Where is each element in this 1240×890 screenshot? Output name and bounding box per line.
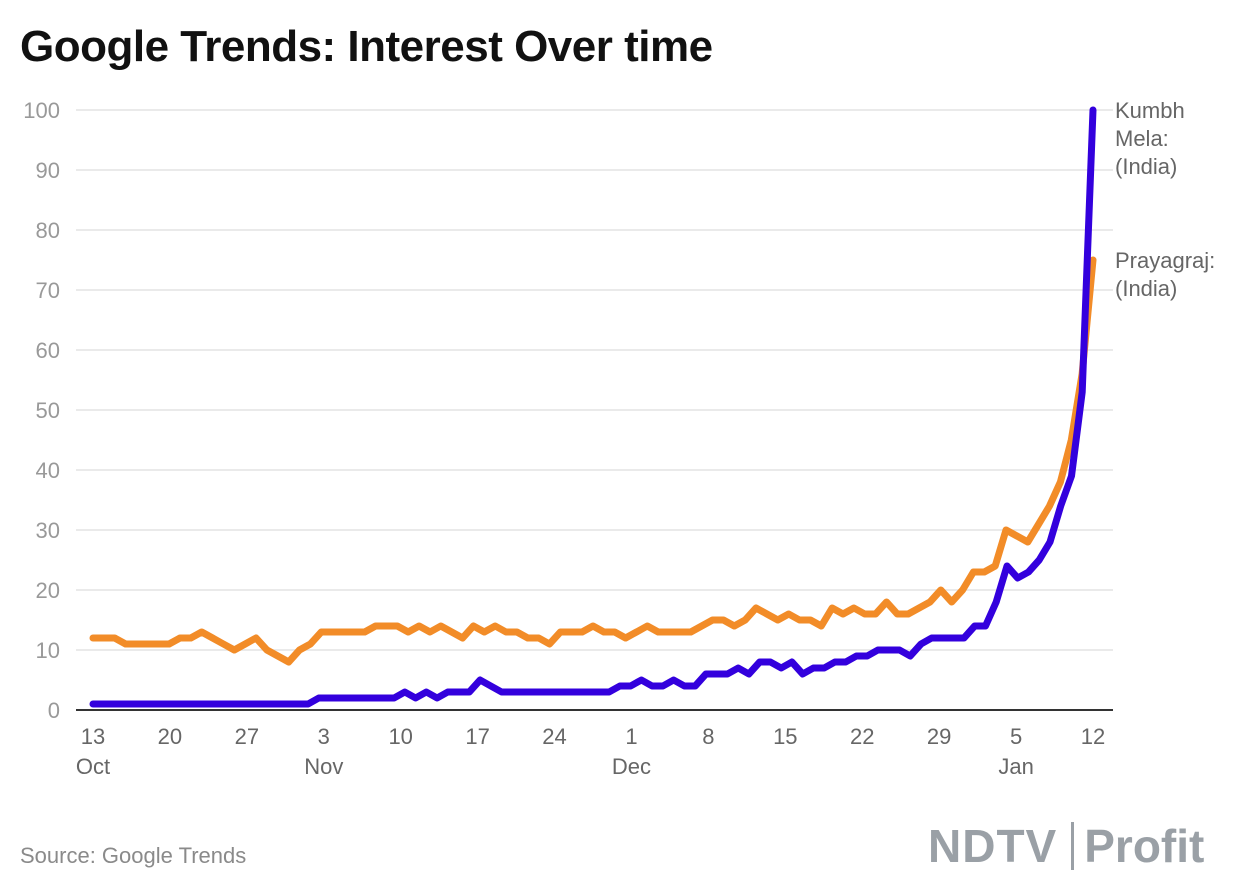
x-tick-label-1: 20 xyxy=(158,724,182,749)
series-labels: Prayagraj: (India) Kumbh Mela: (India) xyxy=(1115,98,1215,301)
y-tick-label-30: 30 xyxy=(36,518,60,543)
x-month-label-jan: Jan xyxy=(998,754,1033,779)
x-tick-label-4: 10 xyxy=(388,724,412,749)
brand-product: Profit xyxy=(1084,820,1205,872)
y-tick-label-50: 50 xyxy=(36,398,60,423)
x-tick-label-2: 27 xyxy=(235,724,259,749)
x-tick-label-12: 5 xyxy=(1010,724,1022,749)
series-label-1-line-0: Kumbh xyxy=(1115,98,1185,123)
line-chart: 0 10 20 30 40 50 60 70 80 90 100 13 Oct 20 27 3 Nov 10 17… xyxy=(23,98,1215,779)
x-tick-label-0: 13 xyxy=(81,724,105,749)
y-tick-label-20: 20 xyxy=(36,578,60,603)
brand-name: NDTV xyxy=(928,820,1058,872)
series-lines xyxy=(89,106,1097,708)
series-label-1-line-1: Mela: xyxy=(1115,126,1169,151)
x-tick-label-3: 3 xyxy=(318,724,330,749)
y-tick-label-0: 0 xyxy=(48,698,60,723)
x-tick-label-13: 12 xyxy=(1081,724,1105,749)
y-tick-label-90: 90 xyxy=(36,158,60,183)
chart-title: Google Trends: Interest Over time xyxy=(20,22,713,71)
x-month-label-dec: Dec xyxy=(612,754,651,779)
y-tick-label-70: 70 xyxy=(36,278,60,303)
x-tick-label-8: 8 xyxy=(702,724,714,749)
x-month-label-oct: Oct xyxy=(76,754,110,779)
gridlines xyxy=(76,109,1113,651)
x-tick-label-5: 17 xyxy=(465,724,489,749)
x-axis-tick-labels: 13 Oct 20 27 3 Nov 10 17 24 1 Dec 8 15 22 29 5 Jan 12 xyxy=(76,724,1105,779)
series-line-0 xyxy=(89,256,1097,666)
x-tick-label-7: 1 xyxy=(625,724,637,749)
x-tick-label-9: 15 xyxy=(773,724,797,749)
y-tick-label-60: 60 xyxy=(36,338,60,363)
y-axis-tick-labels: 0 10 20 30 40 50 60 70 80 90 100 xyxy=(23,98,60,723)
y-tick-label-80: 80 xyxy=(36,218,60,243)
y-tick-label-40: 40 xyxy=(36,458,60,483)
source-note: Source: Google Trends xyxy=(20,843,247,868)
series-label-0-line-0: Prayagraj: xyxy=(1115,248,1215,273)
x-tick-label-11: 29 xyxy=(927,724,951,749)
series-line-1 xyxy=(89,106,1097,708)
x-month-label-nov: Nov xyxy=(304,754,343,779)
y-tick-label-10: 10 xyxy=(36,638,60,663)
brand-divider xyxy=(1071,822,1075,870)
x-tick-label-6: 24 xyxy=(542,724,566,749)
brand-logo: NDTV Profit xyxy=(928,818,1204,874)
y-tick-label-100: 100 xyxy=(23,98,60,123)
series-label-1-line-2: (India) xyxy=(1115,154,1177,179)
x-tick-label-10: 22 xyxy=(850,724,874,749)
series-label-0-line-1: (India) xyxy=(1115,276,1177,301)
